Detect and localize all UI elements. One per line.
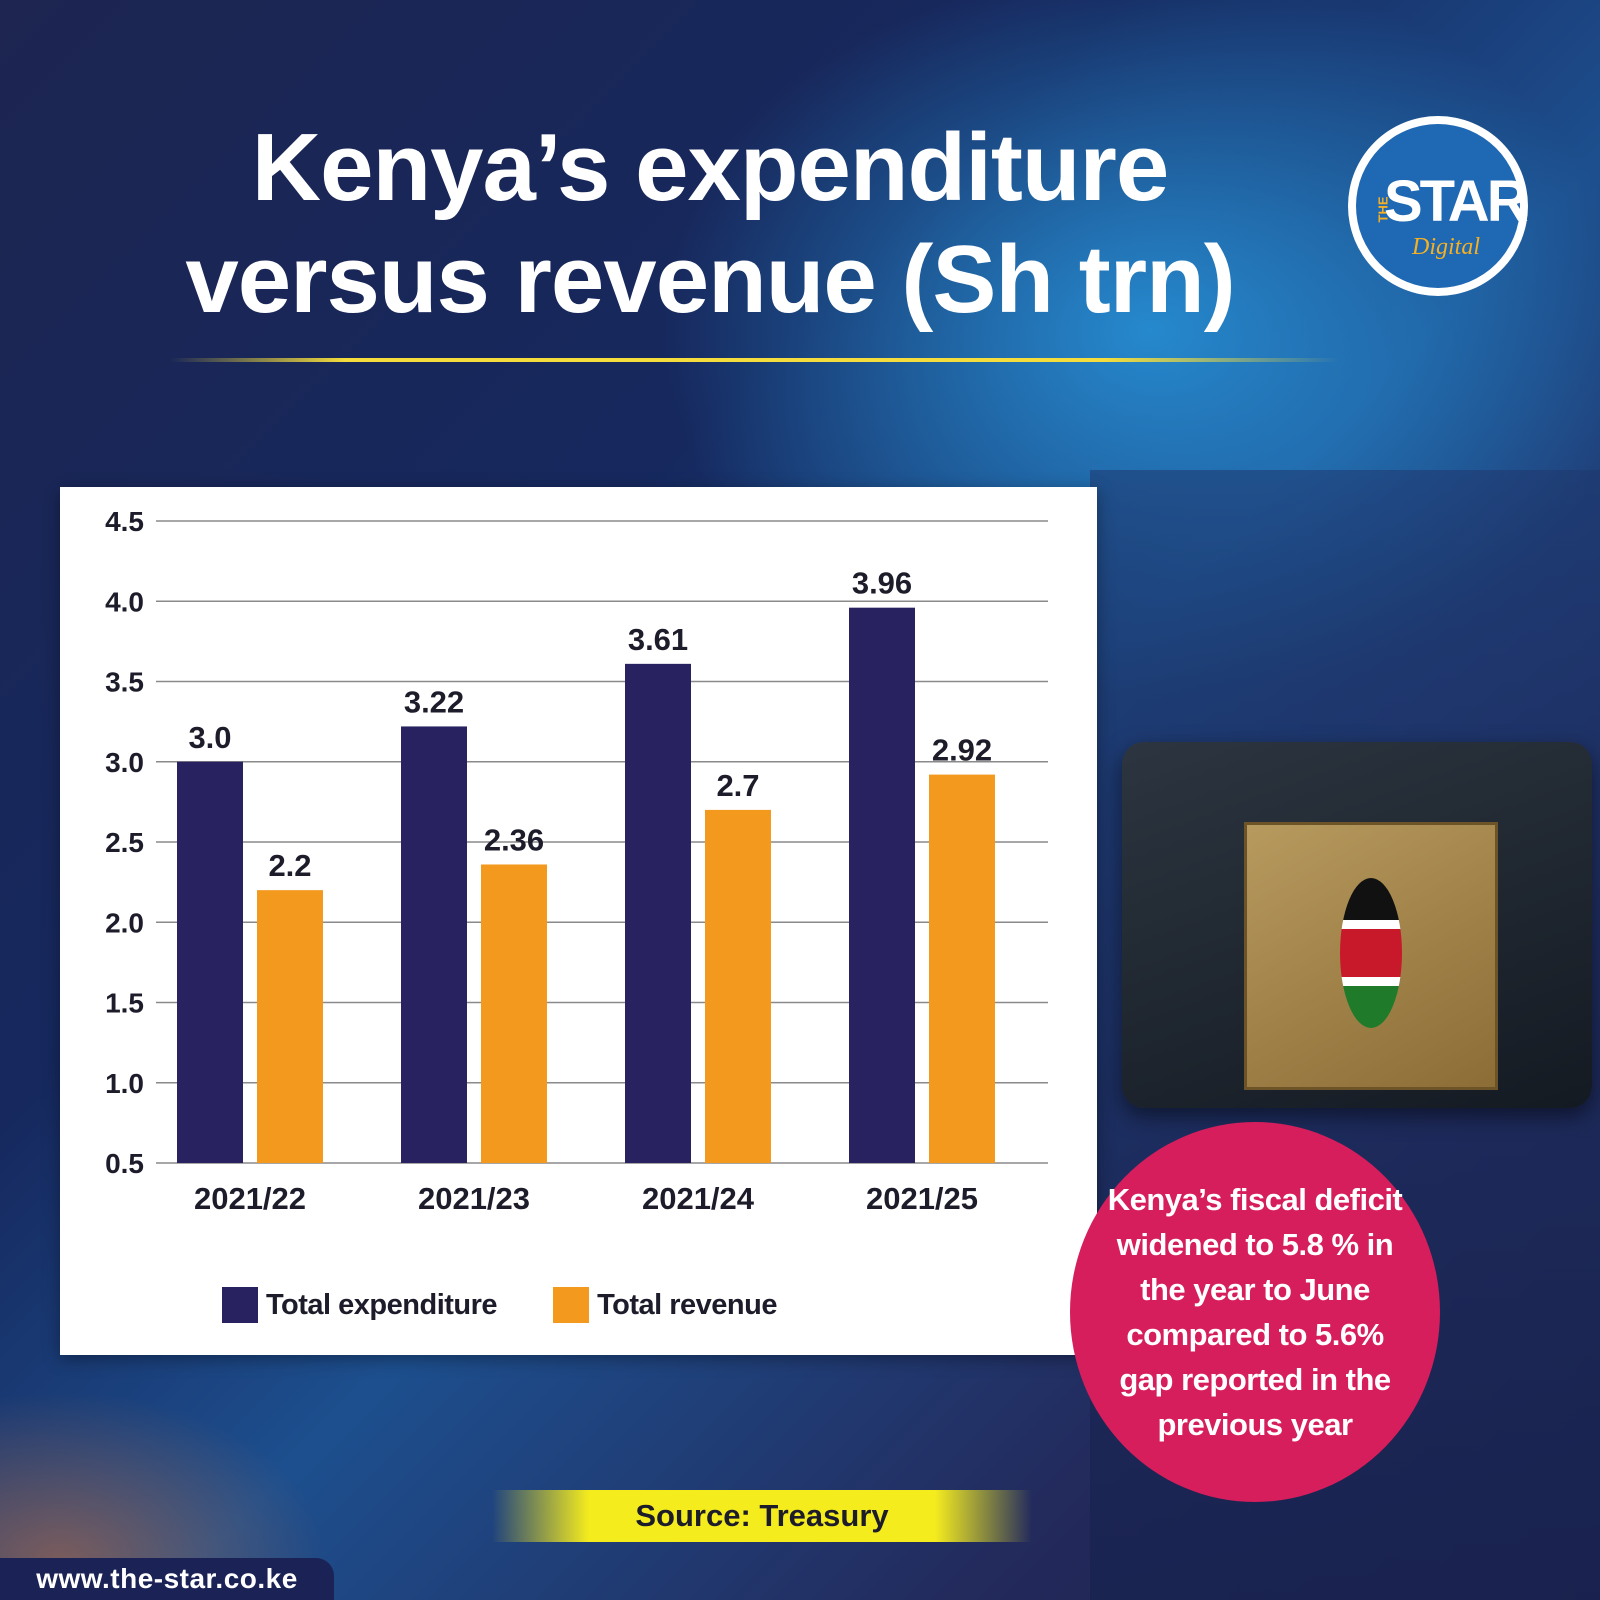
legend-item-revenue: Total revenue <box>553 1287 777 1323</box>
callout-text: Kenya’s fiscal deficit widened to 5.8 % … <box>1107 1182 1403 1442</box>
y-tick-label: 2.5 <box>105 827 144 858</box>
website-banner[interactable]: www.the-star.co.ke <box>0 1558 334 1600</box>
revenue-bar <box>705 809 771 1163</box>
legend-swatch-expenditure <box>222 1287 258 1323</box>
chart-card: 4.5 4.0 3.5 3.0 2.5 2.0 1.5 1.0 0.5 3.0 2.2 2021/22… <box>60 487 1097 1355</box>
x-tick-label: 2021/25 <box>866 1181 978 1216</box>
data-label: 2.36 <box>484 822 544 857</box>
y-tick-label: 4.0 <box>105 586 144 617</box>
x-tick-label: 2021/24 <box>642 1181 755 1216</box>
logo-badge: THE STAR Digital <box>1356 124 1529 288</box>
title-underline <box>170 358 1340 362</box>
page-title: Kenya’s expenditure versus revenue (Sh t… <box>185 114 1235 333</box>
legend-label-revenue: Total revenue <box>597 1288 777 1321</box>
expenditure-bar <box>849 607 915 1163</box>
y-tick-label: 2.0 <box>105 907 144 938</box>
expenditure-bar <box>625 663 691 1163</box>
revenue-bar <box>481 864 547 1163</box>
y-tick-label: 3.0 <box>105 747 144 778</box>
the-star-logo: THE STAR Digital <box>1348 116 1529 296</box>
source-banner: Source: Treasury <box>492 1490 1032 1542</box>
data-label: 3.61 <box>628 622 688 657</box>
legend-label-expenditure: Total expenditure <box>266 1288 498 1321</box>
revenue-bar <box>257 890 323 1163</box>
revenue-bar <box>929 774 995 1163</box>
fiscal-deficit-callout: Kenya’s fiscal deficit widened to 5.8 % … <box>1070 1122 1440 1502</box>
coat-of-arms-plate <box>1244 822 1498 1090</box>
y-tick-label: 4.5 <box>105 506 144 537</box>
website-link[interactable]: www.the-star.co.ke <box>36 1563 298 1594</box>
expenditure-bar <box>177 761 243 1163</box>
y-tick-label: 1.5 <box>105 988 144 1019</box>
data-label: 3.0 <box>188 720 231 755</box>
legend-swatch-revenue <box>553 1287 590 1323</box>
bar-chart: 4.5 4.0 3.5 3.0 2.5 2.0 1.5 1.0 0.5 3.0 2.2 2021/22… <box>105 506 1048 1216</box>
x-tick-label: 2021/22 <box>194 1181 306 1216</box>
data-label: 2.92 <box>932 733 992 768</box>
data-label: 2.2 <box>268 848 311 883</box>
y-tick-label: 1.0 <box>105 1068 144 1099</box>
chart-legend: Total expenditure Total revenue <box>222 1285 833 1325</box>
legend-item-expenditure: Total expenditure <box>222 1287 498 1323</box>
data-label: 2.7 <box>716 768 759 803</box>
logo-digital: Digital <box>1412 234 1481 260</box>
source-text: Source: Treasury <box>635 1498 889 1533</box>
logo-star: STAR <box>1384 169 1529 234</box>
x-tick-label: 2021/23 <box>418 1181 530 1216</box>
y-tick-label: 3.5 <box>105 667 144 698</box>
data-label: 3.96 <box>852 566 912 601</box>
data-label: 3.22 <box>404 684 464 719</box>
expenditure-bar <box>401 726 467 1163</box>
y-tick-label: 0.5 <box>105 1148 144 1179</box>
coat-of-arms-shield-icon <box>1340 878 1402 1028</box>
